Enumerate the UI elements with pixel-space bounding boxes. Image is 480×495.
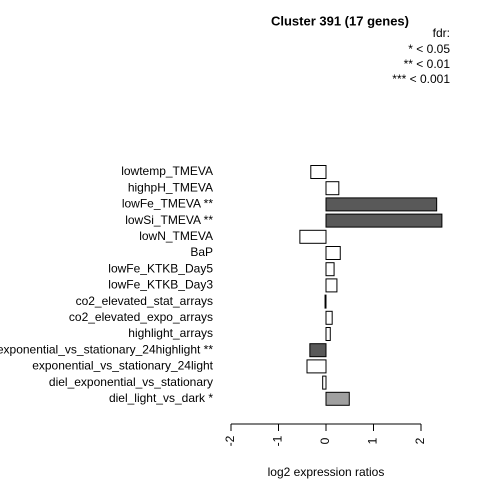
y-tick-label: lowtemp_TMEVA [121,164,213,178]
bar [325,197,438,212]
y-tick-label: diel_exponential_vs_stationary [49,375,213,389]
x-tick-label: 0 [318,437,332,444]
y-tick-label: exponential_vs_stationary_24light [32,359,213,373]
bar [324,294,327,309]
x-tick-label: -1 [271,435,285,446]
y-tick-label: highpH_TMEVA [128,180,213,194]
bar [325,310,333,325]
legend-entry: * < 0.05 [408,42,450,56]
y-tick-label: highlight_arrays [128,326,213,340]
bar [299,229,327,244]
bar [325,246,341,260]
bar [325,391,350,406]
y-tick-label: lowFe_KTKB_Day3 [108,278,213,292]
bar [325,213,443,228]
bar [325,262,335,277]
legend-title: fdr: [433,26,450,40]
chart-title: Cluster 391 (17 genes) [271,13,409,28]
y-tick-label: lowN_TMEVA [139,229,213,243]
bar [325,181,340,196]
bar [322,375,327,390]
y-tick-label: exponential_vs_stationary_24highlight ** [0,342,213,356]
bar [309,343,327,358]
y-tick-label: co2_elevated_expo_arrays [69,310,213,324]
y-tick-label: co2_elevated_stat_arrays [76,294,213,308]
x-tick-label: 1 [366,437,380,444]
x-axis-label: log2 expression ratios [268,465,385,479]
y-tick-label: diel_light_vs_dark * [109,391,213,405]
x-tick-label: 2 [413,437,427,444]
x-tick-label: -2 [223,435,237,446]
legend-entry: ** < 0.01 [404,57,451,71]
y-tick-label: lowSi_TMEVA ** [125,213,213,227]
legend-entry: *** < 0.001 [392,72,450,86]
bar [310,165,327,179]
bar [325,327,331,341]
y-tick-label: BaP [190,245,213,259]
bar [306,359,327,374]
bar [325,278,338,293]
y-tick-label: lowFe_KTKB_Day5 [108,261,213,275]
y-tick-label: lowFe_TMEVA ** [122,197,213,211]
